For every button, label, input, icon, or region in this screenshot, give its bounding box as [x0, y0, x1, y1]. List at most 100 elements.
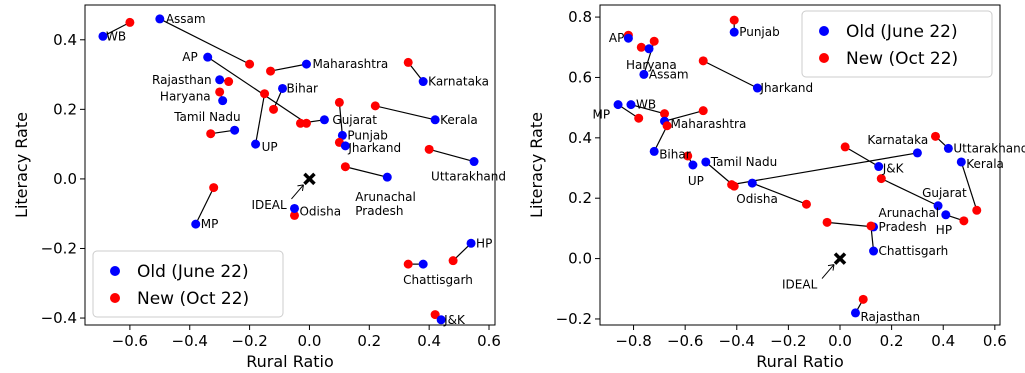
- point-new: [215, 87, 225, 97]
- legend-new-marker: [819, 53, 829, 63]
- point-old: [613, 100, 623, 110]
- ideal-marker: IDEAL: [782, 252, 847, 292]
- state-label: Uttarakhand: [953, 141, 1025, 155]
- state-label: AP: [609, 31, 624, 45]
- point-new: [260, 89, 270, 99]
- state-label: Maharashtra: [312, 57, 388, 71]
- state-label-line: Kerala: [440, 113, 478, 127]
- state-label-line: Uttarakhand: [431, 170, 506, 184]
- state-label-line: Chattisgarh: [879, 244, 949, 258]
- state-label: Karnataka: [867, 133, 928, 147]
- point-old: [230, 125, 240, 135]
- point-new: [424, 144, 434, 154]
- connector-line: [345, 166, 388, 178]
- connector-line: [254, 93, 266, 145]
- state-label-line: AP: [609, 31, 624, 45]
- point-old: [644, 44, 654, 54]
- state-label: MP: [592, 108, 610, 122]
- state-label: Karnataka: [428, 75, 489, 89]
- point-new: [295, 118, 305, 128]
- point-old: [639, 69, 649, 79]
- point-new: [822, 217, 832, 227]
- chart-left: −0.6 −0.4 −0.2 0.0 0.2 0.4 0.6 −0.4 −0.2 0.0 0.2 0.…: [12, 4, 506, 371]
- connector-line: [375, 105, 436, 121]
- point-old: [301, 59, 311, 69]
- legend-box: [801, 10, 993, 78]
- connector-line: [338, 102, 343, 136]
- connector-line: [844, 146, 880, 168]
- x-tick-label: 0.6: [477, 332, 501, 350]
- state-label: Rajasthan: [860, 310, 920, 324]
- state-label: Uttarakhand: [431, 170, 506, 184]
- point-new: [448, 256, 458, 266]
- state-label-line: HP: [476, 236, 492, 250]
- state-label-line: HP: [936, 223, 952, 237]
- connector-line: [270, 63, 307, 72]
- state-label: Jharkand: [347, 141, 401, 155]
- point-new: [683, 151, 693, 161]
- state-label: Chattisgarh: [879, 244, 949, 258]
- x-tick-label: −0.2: [770, 332, 806, 350]
- point-new: [959, 216, 969, 226]
- state-label-line: Pradesh: [355, 204, 403, 218]
- legend-box: [92, 250, 284, 318]
- state-label-line: Odisha: [299, 204, 341, 218]
- point-old: [623, 33, 633, 43]
- ideal-arrow: [821, 264, 835, 279]
- state-label-line: UP: [262, 140, 278, 154]
- point-new: [840, 142, 850, 152]
- x-tick-label: −0.2: [231, 332, 267, 350]
- state-label: Assam: [166, 12, 206, 26]
- state-label: UP: [688, 174, 704, 188]
- point-old: [382, 172, 392, 182]
- state-label-line: Gujarat: [332, 113, 377, 127]
- point-new: [224, 77, 234, 87]
- point-old: [912, 148, 922, 158]
- point-new: [403, 57, 413, 67]
- y-tick-label: 0.4: [53, 31, 77, 49]
- state-label: UP: [262, 140, 278, 154]
- x-tick-label: 0.2: [880, 332, 904, 350]
- x-tick-label: −0.6: [112, 332, 148, 350]
- state-label: Maharashtra: [671, 117, 747, 131]
- point-old: [215, 75, 225, 85]
- y-tick-label: 0.2: [568, 189, 592, 207]
- state-label-line: MP: [592, 108, 610, 122]
- state-label-line: Assam: [649, 67, 689, 81]
- x-tick-label: 0.4: [417, 332, 441, 350]
- connector-line: [653, 125, 668, 152]
- state-label-line: Assam: [166, 12, 206, 26]
- x-tick-label: −0.8: [615, 332, 651, 350]
- point-old: [933, 201, 943, 211]
- point-old: [752, 83, 762, 93]
- point-old: [701, 157, 711, 167]
- state-label: Kerala: [440, 113, 478, 127]
- point-new: [334, 97, 344, 107]
- state-label-line: Haryana: [160, 90, 211, 104]
- point-old: [850, 308, 860, 318]
- point-old: [466, 238, 476, 248]
- state-label: Gujarat: [332, 113, 377, 127]
- point-old: [418, 77, 428, 87]
- point-new: [801, 199, 811, 209]
- ideal-arrow: [291, 184, 304, 200]
- state-label-line: AP: [182, 50, 197, 64]
- legend: Old (June 22) New (Oct 22): [92, 250, 284, 318]
- y-tick-label: −0.2: [41, 239, 77, 257]
- point-old: [218, 96, 228, 106]
- connector-line: [207, 56, 307, 124]
- point-old: [747, 178, 757, 188]
- x-tick-label: 0.4: [931, 332, 955, 350]
- point-old: [869, 246, 879, 256]
- point-new: [858, 294, 868, 304]
- state-label-line: J&K: [882, 162, 905, 176]
- ideal-arrow-head: [827, 264, 835, 271]
- state-label: Haryana: [626, 58, 677, 72]
- connector-line: [195, 187, 215, 225]
- state-label-line: Bihar: [659, 147, 691, 161]
- point-new: [340, 162, 350, 172]
- point-new: [729, 15, 739, 25]
- state-label: WB: [636, 98, 656, 112]
- point-old: [289, 203, 299, 213]
